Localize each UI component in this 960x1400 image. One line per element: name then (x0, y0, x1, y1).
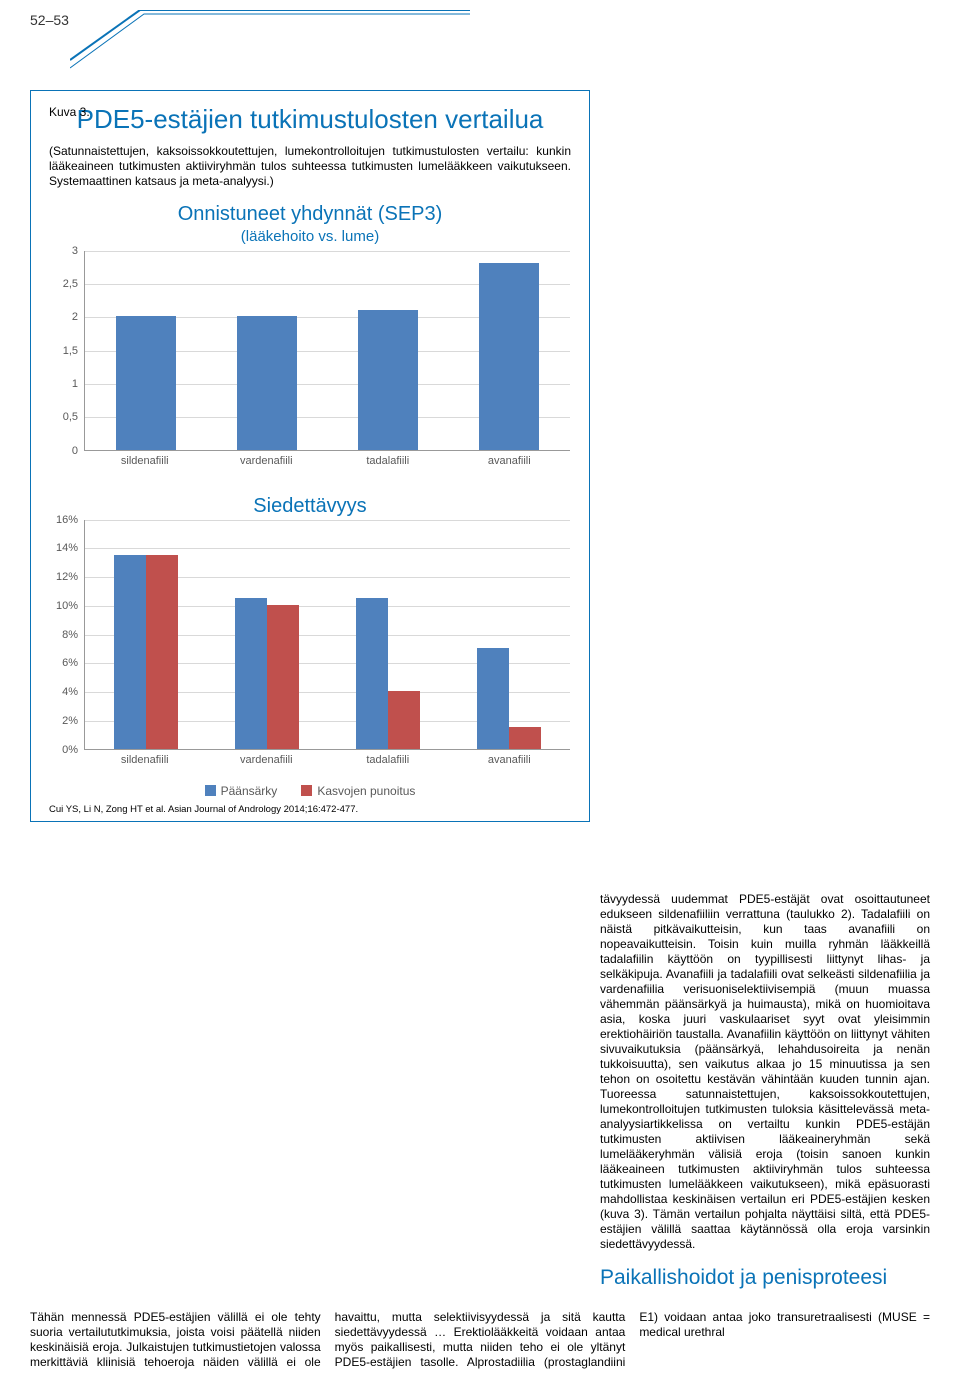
x-tick-label: tadalafiili (327, 455, 449, 467)
y-tick-label: 12% (56, 571, 78, 583)
bar (116, 316, 176, 449)
bar-group (237, 316, 297, 449)
figure-title: PDE5-estäjien tutkimustulosten vertailua (49, 105, 571, 134)
x-tick-label: tadalafiili (327, 754, 449, 766)
legend-swatch-red (301, 785, 312, 796)
bar (509, 727, 541, 749)
bar-group (477, 648, 541, 749)
bar-group (358, 310, 418, 450)
chart2-subtitle: Siedettävyys (49, 495, 571, 518)
y-tick-label: 3 (72, 245, 78, 257)
bar-group (116, 316, 176, 449)
bar-group (114, 555, 178, 749)
chart2-area: 16%14%12%10%8%6%4%2%0% sildenafiilivarde… (50, 520, 570, 774)
x-tick-label: avanafiili (449, 754, 571, 766)
page-number: 52–53 (30, 12, 69, 28)
bar-group (479, 263, 539, 450)
legend-item: Päänsärky (205, 784, 278, 798)
chart1-bars (85, 251, 570, 450)
y-tick-label: 1,5 (63, 345, 78, 357)
bar (267, 605, 299, 749)
legend-item: Kasvojen punoitus (301, 784, 415, 798)
chart1-plot (84, 251, 570, 451)
bar (237, 316, 297, 449)
corner-decoration (70, 10, 470, 70)
bar (479, 263, 539, 450)
bar-group (356, 598, 420, 749)
y-tick-label: 14% (56, 542, 78, 554)
x-tick-label: sildenafiili (84, 754, 206, 766)
chart2-plot (84, 520, 570, 750)
y-tick-label: 1 (72, 378, 78, 390)
y-tick-label: 16% (56, 514, 78, 526)
chart2-x-labels: sildenafiilivardenafiilitadalafiiliavana… (84, 754, 570, 766)
legend-swatch-blue (205, 785, 216, 796)
figure-label: Kuva 3. (49, 105, 90, 119)
y-tick-label: 0,5 (63, 411, 78, 423)
legend-label: Kasvojen punoitus (317, 784, 415, 798)
bar-group (235, 598, 299, 749)
x-tick-label: vardenafiili (206, 754, 328, 766)
y-tick-label: 0% (62, 744, 78, 756)
y-tick-label: 2,5 (63, 278, 78, 290)
y-tick-label: 0 (72, 445, 78, 457)
y-tick-label: 2 (72, 311, 78, 323)
bar (235, 598, 267, 749)
bar (477, 648, 509, 749)
x-tick-label: vardenafiili (206, 455, 328, 467)
figure-description: (Satunnaistettujen, kaksoissokkoutettuje… (49, 144, 571, 189)
bar (146, 555, 178, 749)
x-tick-label: sildenafiili (84, 455, 206, 467)
bottom-columns: Tähän mennessä PDE5-estäjien välillä ei … (30, 1296, 930, 1370)
section-heading: Paikallishoidot ja penisproteesi (600, 1266, 930, 1290)
bar (114, 555, 146, 749)
y-tick-label: 6% (62, 657, 78, 669)
body-text: Tähän mennessä PDE5-estäjien välillä ei … (30, 1310, 930, 1369)
chart1-subtitle: Onnistuneet yhdynnät (SEP3) (49, 203, 571, 226)
bar (388, 691, 420, 749)
bar (358, 310, 418, 450)
chart1-x-labels: sildenafiilivardenafiilitadalafiiliavana… (84, 455, 570, 467)
x-tick-label: avanafiili (449, 455, 571, 467)
y-tick-label: 2% (62, 715, 78, 727)
y-tick-label: 10% (56, 600, 78, 612)
legend-label: Päänsärky (221, 784, 278, 798)
bar (356, 598, 388, 749)
chart1-y-axis: 32,521,510,50 (50, 251, 82, 451)
right-column: tävyydessä uudemmat PDE5-estäjät ovat os… (600, 892, 930, 1296)
chart1-subtitle2: (lääkehoito vs. lume) (49, 228, 571, 245)
chart2-legend: Päänsärky Kasvojen punoitus (49, 784, 571, 798)
page: 52–53 Kuva 3. PDE5-estäjien tutkimustulo… (0, 0, 960, 1400)
chart1-area: 32,521,510,50 sildenafiilivardenafiilita… (50, 251, 570, 475)
chart2-bars (85, 520, 570, 749)
y-tick-label: 8% (62, 629, 78, 641)
y-tick-label: 4% (62, 686, 78, 698)
chart2-y-axis: 16%14%12%10%8%6%4%2%0% (50, 520, 82, 750)
figure-citation: Cui YS, Li N, Zong HT et al. Asian Journ… (49, 804, 571, 815)
figure-box: Kuva 3. PDE5-estäjien tutkimustulosten v… (30, 90, 590, 822)
